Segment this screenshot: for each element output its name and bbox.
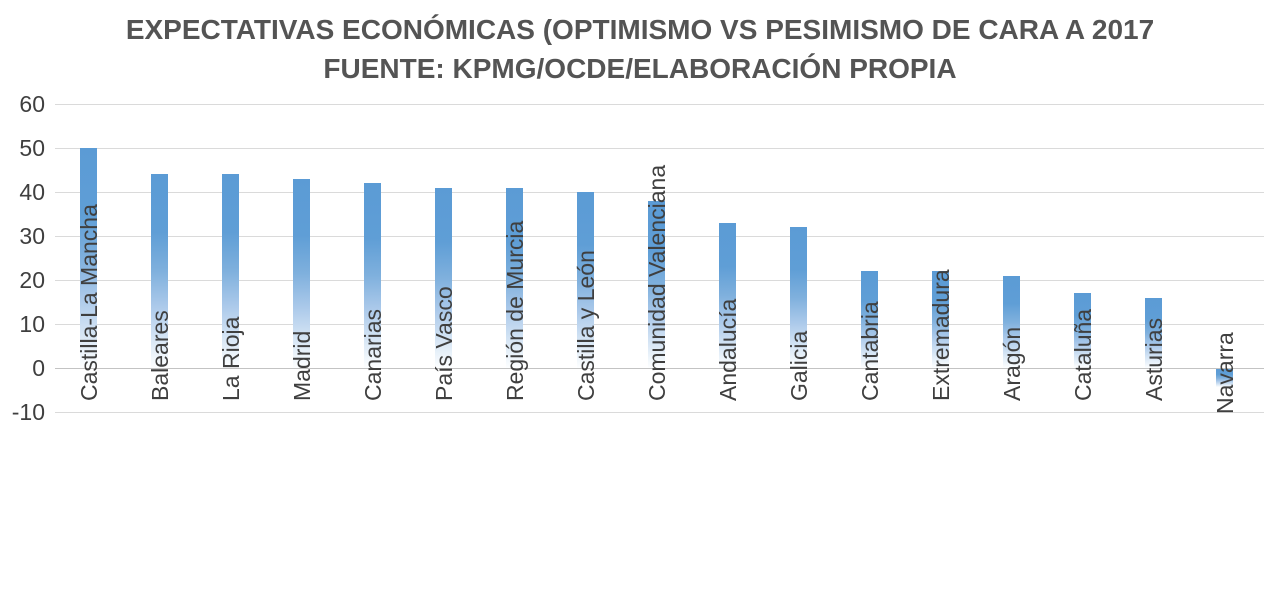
bar: [506, 187, 523, 368]
bar: [364, 183, 381, 368]
x-category-label: Castilla y León: [573, 250, 599, 401]
x-category-label-text: Castilla-La Mancha: [76, 204, 102, 401]
y-tick-label: 10: [19, 311, 45, 337]
x-category-label: Extremadura: [928, 269, 954, 401]
x-category-label-text: Baleares: [147, 310, 173, 401]
chart-title-line2: FUENTE: KPMG/OCDE/ELABORACIÓN PROPIA: [323, 53, 957, 84]
x-category-label: La Rioja: [217, 317, 244, 401]
x-category-label: Castilla-La Mancha: [76, 204, 102, 401]
x-axis-line: [55, 368, 1264, 369]
bar: [435, 187, 452, 368]
y-gridline: [55, 104, 1264, 105]
x-category-label-text: Comunidad Valenciana: [644, 165, 670, 401]
x-category-label-text: Canarias: [360, 309, 386, 401]
x-category-label-text: Cantabria: [857, 301, 883, 401]
x-category-label: Asturias: [1141, 318, 1167, 401]
x-category-label-text: Cataluña: [1070, 309, 1096, 401]
x-category-label: Cataluña: [1070, 309, 1096, 401]
x-category-label: Andalucía: [715, 299, 741, 401]
bar: [1074, 293, 1091, 368]
x-category-label: Región de Murcia: [502, 221, 528, 401]
x-category-label: Aragón: [999, 327, 1025, 401]
x-category-label: País Vasco: [430, 286, 457, 401]
x-category-label: Navarra: [1212, 332, 1238, 414]
x-category-label-text: Andalucía: [715, 299, 741, 401]
y-tick-label: 60: [19, 91, 45, 117]
y-tick-label: -10: [11, 399, 45, 425]
chart-title: EXPECTATIVAS ECONÓMICAS (OPTIMISMO VS PE…: [0, 10, 1280, 88]
y-gridline: [55, 412, 1264, 413]
x-category-label-text: Extremadura: [928, 269, 954, 401]
x-category-label: Cantabria: [857, 301, 883, 401]
y-gridline: [55, 192, 1264, 193]
x-category-label-text: Navarra: [1212, 332, 1238, 414]
bar: [1003, 275, 1020, 368]
y-tick-label: 20: [19, 267, 45, 293]
x-category-label-text: La Rioja: [217, 317, 244, 401]
y-tick-label: 30: [19, 223, 45, 249]
x-category-label-text: Galicia: [786, 331, 812, 401]
x-category-label: Madrid: [289, 331, 315, 401]
y-tick-label: 0: [32, 355, 45, 381]
bar: [222, 174, 239, 368]
y-tick-label: 50: [19, 135, 45, 161]
chart-title-line1: EXPECTATIVAS ECONÓMICAS (OPTIMISMO VS PE…: [125, 14, 1155, 45]
bar: [719, 222, 736, 368]
x-category-label-text: Asturias: [1141, 318, 1167, 401]
x-category-label: Galicia: [786, 331, 812, 401]
bar: [1145, 297, 1162, 368]
x-category-label: Canarias: [360, 309, 386, 401]
bar: [861, 271, 878, 368]
y-tick-label: 40: [19, 179, 45, 205]
x-category-label-text: Castilla y León: [573, 250, 599, 401]
y-gridline: [55, 148, 1264, 149]
x-category-label-text: País Vasco: [430, 286, 457, 401]
bar: [80, 148, 97, 368]
x-category-label: Baleares: [147, 310, 173, 401]
x-category-label-text: Región de Murcia: [502, 221, 528, 401]
x-category-label: Comunidad Valenciana: [644, 165, 670, 401]
bar: [577, 192, 594, 368]
bar: [790, 227, 807, 368]
x-category-label-text: Aragón: [999, 327, 1025, 401]
bar: [151, 174, 168, 368]
bar: [1216, 369, 1233, 387]
bar: [648, 200, 665, 368]
bar: [293, 178, 310, 368]
x-category-label-text: Madrid: [289, 331, 315, 401]
bar: [932, 271, 949, 368]
